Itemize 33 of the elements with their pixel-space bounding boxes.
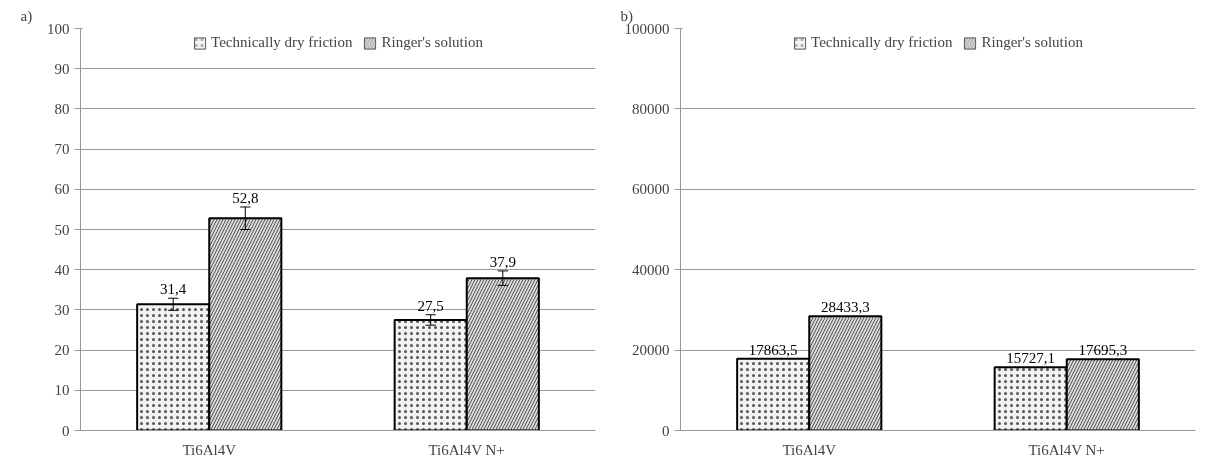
y-tick-label: 20	[54, 342, 70, 359]
chart-title: a)	[20, 7, 33, 25]
y-tick-label: 80	[54, 100, 70, 117]
data-label: 31,4	[160, 281, 187, 298]
x-tick-label: Ti6Al4V N+	[428, 441, 505, 458]
data-label: 37,9	[489, 253, 516, 270]
legend-label: Ringer's solution	[981, 34, 1083, 51]
x-tick-label: Ti6Al4V	[782, 441, 837, 458]
data-label: 17863,5	[748, 341, 798, 358]
data-label: 27,5	[417, 297, 444, 314]
data-label: 52,8	[232, 189, 259, 206]
y-tick-label: 90	[54, 60, 70, 77]
y-tick-label: 50	[54, 221, 70, 238]
data-label: 28433,3	[820, 299, 870, 316]
legend-label: Technically dry friction	[211, 34, 353, 51]
data-label: 17695,3	[1078, 342, 1128, 359]
x-tick-label: Ti6Al4V N+	[1028, 441, 1105, 458]
y-tick-label: 60000	[632, 181, 670, 198]
x-tick-label: Ti6Al4V	[182, 441, 237, 458]
data-label: 15727,1	[1006, 350, 1056, 367]
y-tick-label: 30	[54, 301, 70, 318]
y-tick-label: 20000	[632, 342, 670, 359]
y-tick-label: 0	[662, 422, 670, 439]
y-tick-label: 70	[54, 141, 70, 158]
y-tick-label: 40	[54, 261, 70, 278]
y-tick-label: 0	[62, 422, 70, 439]
legend-label: Ringer's solution	[381, 34, 483, 51]
y-tick-label: 80000	[632, 100, 670, 117]
y-tick-label: 10	[54, 382, 70, 399]
y-tick-label: 100	[47, 20, 70, 37]
legend-label: Technically dry friction	[811, 34, 953, 51]
y-tick-label: 60	[54, 181, 70, 198]
y-tick-label: 40000	[632, 261, 670, 278]
